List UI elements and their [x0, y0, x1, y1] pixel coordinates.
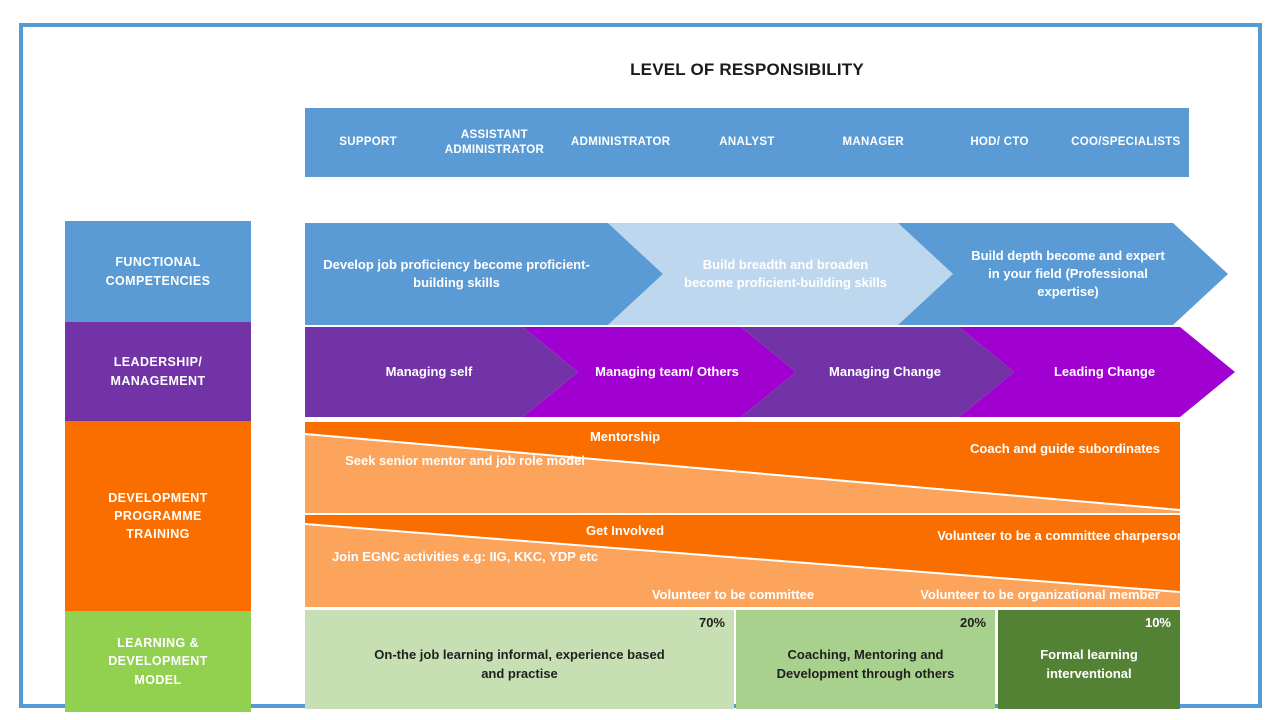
- learning-segment-10-label: Formal learning interventional: [1040, 647, 1138, 681]
- get-involved-volunteer-member-label: Volunteer to be organizational member: [920, 587, 1160, 602]
- mentorship-left-label: Seek senior mentor and job role model: [345, 453, 585, 468]
- header-column-hod-cto: HOD/ CTO: [970, 136, 1029, 149]
- mentorship-title: Mentorship: [589, 429, 661, 444]
- mentorship-right-label: Coach and guide subordinates: [970, 441, 1160, 456]
- get-involved-band: Get Involved Join EGNC activities e.g: I…: [305, 515, 1180, 607]
- header-column-support: SUPPORT: [339, 136, 397, 149]
- learning-segment-20-percent: 20%: [959, 615, 986, 630]
- get-involved-wedge-graphic: [305, 523, 1180, 607]
- header-column-coo-specialists: COO/SPECIALISTS: [1071, 136, 1181, 149]
- slide-frame: LEVEL OF RESPONSIBILITY SUPPORT ASSISTAN…: [19, 23, 1262, 712]
- sidebar-row-leadership-management: LEADERSHIP/ MANAGEMENT: [65, 322, 251, 421]
- learning-segment-20: 20% Coaching, Mentoring and Development …: [736, 610, 995, 709]
- learning-segment-20-label: Coaching, Mentoring and Development thro…: [776, 647, 955, 681]
- leadership-arrow-managing-self: Managing self: [305, 327, 578, 417]
- functional-competencies-row: Develop job proficiency become proficien…: [305, 223, 1228, 325]
- sidebar-row-functional-competencies: FUNCTIONAL COMPETENCIES: [65, 221, 251, 322]
- sidebar-row-development-programme-training: DEVELOPMENT PROGRAMME TRAINING: [65, 421, 251, 611]
- header-column-manager: MANAGER: [842, 136, 905, 149]
- get-involved-title: Get Involved: [585, 523, 665, 538]
- learning-segment-70: 70% On-the job learning informal, experi…: [305, 610, 734, 709]
- sidebar-row-learning-development-model: LEARNING & DEVELOPMENT MODEL: [65, 611, 251, 712]
- header-column-analyst: ANALYST: [719, 136, 775, 149]
- functional-arrow-develop-proficiency: Develop job proficiency become proficien…: [305, 223, 663, 325]
- functional-arrow-build-breadth: Build breadth and broaden become profici…: [608, 223, 953, 325]
- header-column-assistant-administrator: ASSISTANT ADMINISTRATOR: [444, 129, 545, 156]
- learning-segment-10-percent: 10%: [1144, 615, 1171, 630]
- get-involved-left-label: Join EGNC activities e.g: IIG, KKC, YDP …: [331, 549, 599, 564]
- learning-segment-70-label: On-the job learning informal, experience…: [374, 647, 665, 681]
- header-column-administrator: ADMINISTRATOR: [571, 136, 671, 149]
- learning-segment-10: 10% Formal learning interventional: [998, 610, 1180, 709]
- learning-segment-70-percent: 70%: [698, 615, 725, 630]
- mentorship-wedge-graphic: [305, 433, 1180, 513]
- learning-development-model-row: 70% On-the job learning informal, experi…: [305, 610, 1180, 709]
- mentorship-band: Mentorship Seek senior mentor and job ro…: [305, 422, 1180, 513]
- get-involved-volunteer-committee-label: Volunteer to be committee: [651, 587, 815, 602]
- page-title: LEVEL OF RESPONSIBILITY: [630, 60, 864, 79]
- responsibility-header-bar: SUPPORT ASSISTANT ADMINISTRATOR ADMINIST…: [305, 108, 1189, 177]
- functional-arrow-build-depth: Build depth become and expert in your fi…: [898, 223, 1228, 325]
- leadership-management-row: Managing self Managing team/ Others Mana…: [305, 327, 1235, 417]
- get-involved-right-label: Volunteer to be a committee charperson: [937, 528, 1180, 543]
